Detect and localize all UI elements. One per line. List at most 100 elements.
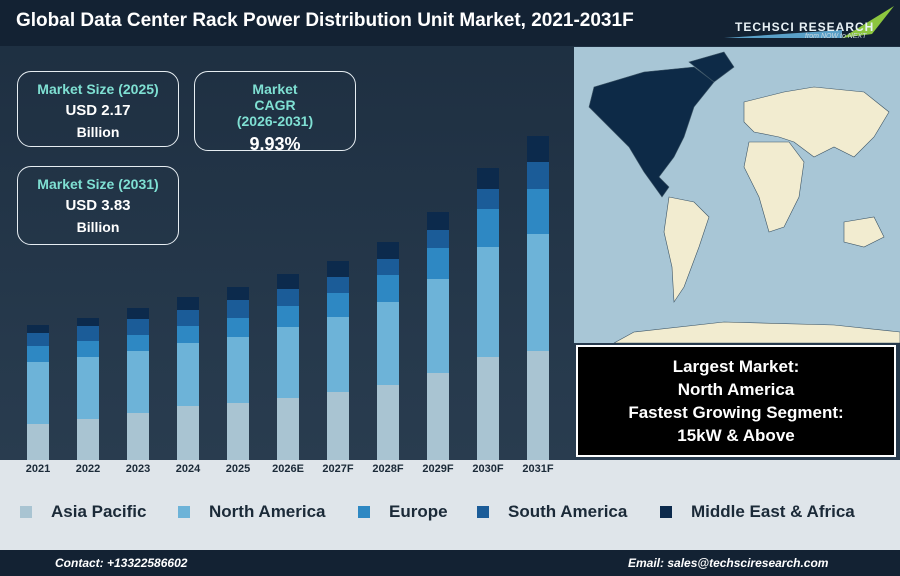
bar-segment — [527, 136, 549, 162]
bar-segment — [527, 351, 549, 460]
kpi-value: USD 2.17 — [65, 102, 131, 119]
legend: Asia Pacific North America Europe South Ame… — [20, 502, 855, 521]
bar-segment — [177, 326, 199, 343]
kpi-value: 9.93% — [249, 134, 301, 154]
bar-segment — [277, 398, 299, 460]
legend-swatch — [477, 506, 489, 518]
bar-segment — [477, 189, 499, 209]
kpi-value: USD 3.83 — [65, 197, 131, 214]
highlight-text: 15kW & Above — [677, 426, 795, 445]
kpi-label: Market Size (2025) — [37, 81, 159, 97]
bar-segment — [77, 419, 99, 460]
bar-segment — [77, 341, 99, 357]
x-tick-label: 2029F — [422, 463, 453, 475]
legend-swatch — [358, 506, 370, 518]
bar-segment — [227, 287, 249, 300]
kpi-unit: Billion — [76, 124, 120, 140]
bar-segment — [527, 189, 549, 234]
bar-segment — [77, 357, 99, 419]
tagline: from NOW to NEXT — [805, 33, 867, 40]
title-bar — [0, 0, 900, 46]
legend-label: Middle East & Africa — [691, 502, 855, 521]
kpi-unit: Billion — [76, 219, 120, 235]
bar-segment — [127, 335, 149, 351]
legend-swatch — [660, 506, 672, 518]
bar-segment — [177, 406, 199, 460]
bar-segment — [127, 308, 149, 319]
bar-segment — [227, 300, 249, 318]
bar-segment — [277, 289, 299, 306]
x-tick-label: 2028F — [372, 463, 403, 475]
highlight-text: Largest Market: — [672, 357, 800, 376]
x-tick-label: 2025 — [226, 463, 250, 475]
bar-segment — [377, 259, 399, 275]
bar-segment — [277, 274, 299, 289]
bar-segment — [327, 317, 349, 392]
bar-segment — [327, 277, 349, 293]
bar-segment — [427, 373, 449, 460]
bar-segment — [377, 385, 399, 460]
bar-segment — [527, 162, 549, 189]
bar-segment — [27, 346, 49, 362]
bar-segment — [27, 325, 49, 333]
kpi-box: Market CAGR (2026-2031) 9.93% — [194, 71, 356, 154]
bar-segment — [377, 275, 399, 302]
highlight-text: Fastest Growing Segment: — [628, 403, 844, 422]
bar-segment — [227, 403, 249, 460]
email: Email: sales@techsciresearch.com — [628, 556, 829, 570]
x-tick-label: 2024 — [176, 463, 201, 475]
x-tick-label: 2021 — [26, 463, 50, 475]
bar-segment — [477, 357, 499, 460]
x-tick-label: 2031F — [522, 463, 553, 475]
bar-segment — [277, 327, 299, 398]
bar-segment — [327, 392, 349, 460]
logo-mark — [724, 6, 894, 38]
bar-segment — [127, 319, 149, 335]
bar-segment — [77, 318, 99, 326]
kpi-box: Market Size (2025) USD 2.17 Billion — [17, 71, 179, 147]
bar-segment — [127, 351, 149, 413]
legend-label: Asia Pacific — [51, 502, 146, 521]
bar-segment — [427, 279, 449, 373]
footer: Contact: +13322586602 Email: sales@techs… — [0, 550, 900, 576]
bar-segment — [377, 302, 399, 385]
bar-segment — [227, 318, 249, 337]
legend-panel — [0, 460, 900, 550]
highlight-text: North America — [677, 380, 795, 399]
bar-segment — [177, 297, 199, 310]
title: Global Data Center Rack Power Distributi… — [16, 10, 634, 31]
bar-segment — [27, 333, 49, 346]
bar-segment — [427, 230, 449, 248]
logo: TECHSCI RESEARCH — [735, 20, 875, 34]
legend-swatch — [178, 506, 190, 518]
bar-segment — [27, 362, 49, 424]
kpi-label: Market Size (2031) — [37, 176, 159, 192]
bar-segment — [27, 424, 49, 460]
bar-segment — [327, 293, 349, 317]
chart: 2021 2022 2023 2024 2025 2026E 2027F 2028F 2029F… — [26, 136, 554, 475]
bar-segment — [227, 337, 249, 403]
x-tick-label: 2022 — [76, 463, 100, 475]
x-tick-label: 2023 — [126, 463, 150, 475]
legend-label: North America — [209, 502, 326, 521]
x-tick-label: 2030F — [472, 463, 503, 475]
highlight-box: Largest Market: North America Fastest Gr… — [576, 345, 896, 457]
bar-segment — [427, 248, 449, 279]
bar-segment — [477, 209, 499, 247]
bar-segment — [127, 413, 149, 460]
bar-segment — [177, 310, 199, 326]
bar-segment — [377, 242, 399, 259]
bar-segment — [427, 212, 449, 230]
kpi-box: Market Size (2031) USD 3.83 Billion — [17, 166, 179, 245]
bar-segment — [527, 234, 549, 351]
bar-segment — [327, 261, 349, 277]
bar-segment — [177, 343, 199, 406]
bar-segment — [277, 306, 299, 327]
bar-segment — [477, 168, 499, 189]
contact: Contact: +13322586602 — [55, 556, 188, 570]
legend-swatch — [20, 506, 32, 518]
legend-label: Europe — [389, 502, 448, 521]
world-map — [574, 47, 900, 343]
x-tick-label: 2026E — [272, 463, 304, 475]
